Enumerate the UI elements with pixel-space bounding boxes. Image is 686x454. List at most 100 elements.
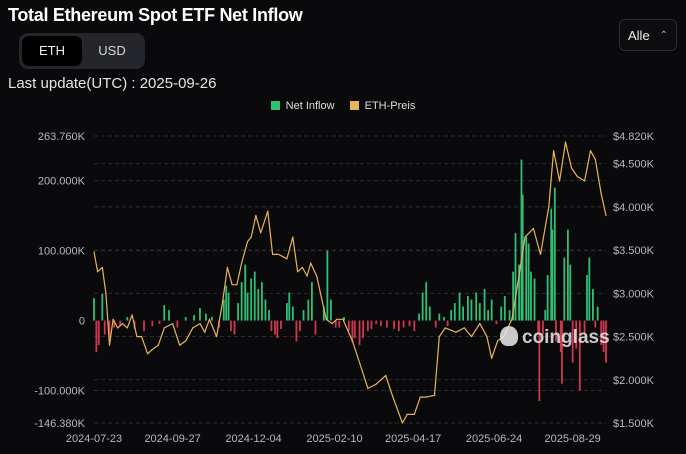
outflow-bar — [538, 320, 541, 402]
toggle-usd[interactable]: USD — [98, 43, 126, 58]
inflow-bar — [330, 299, 332, 321]
outflow-bar — [233, 320, 236, 335]
eth-price-point — [479, 322, 481, 325]
eth-price-point — [105, 292, 107, 294]
eth-price-point — [553, 150, 555, 152]
outflow-bar — [351, 320, 354, 342]
inflow-bar — [227, 292, 230, 321]
eth-price-point — [108, 344, 111, 346]
outflow-bar — [295, 320, 298, 342]
eth-price-point — [558, 180, 561, 182]
inflow-bar — [163, 305, 166, 321]
eth-price-point — [325, 318, 327, 320]
outflow-bar — [408, 320, 411, 327]
currency-toggle: ETH USD — [19, 33, 145, 69]
eth-price-point — [444, 327, 446, 329]
inflow-bar — [475, 292, 478, 321]
watermark-text: coinglass — [522, 327, 610, 348]
inflow-bar — [199, 307, 201, 321]
eth-price-point — [406, 413, 408, 415]
inflow-bar — [566, 229, 569, 321]
outflow-bar — [362, 320, 364, 339]
inflow-bar — [478, 303, 481, 321]
inflow-bar — [462, 306, 465, 321]
eth-price-point — [589, 150, 592, 152]
inflow-bar — [425, 282, 428, 321]
eth-price-point — [208, 318, 211, 320]
legend-eth-price[interactable]: ETH-Preis — [349, 100, 416, 112]
range-select[interactable]: Alle ⌃ — [619, 19, 677, 51]
outflow-bar — [583, 320, 586, 335]
outflow-bar — [280, 320, 282, 329]
inflow-bar — [184, 317, 187, 321]
outflow-bar — [353, 320, 356, 339]
outflow-bar — [366, 320, 369, 332]
inflow-bar — [503, 296, 506, 321]
inflow-bar — [483, 289, 486, 321]
eth-price-point — [247, 240, 249, 243]
x-tick-label: 2024-12-04 — [225, 433, 281, 445]
outflow-bar — [397, 320, 400, 332]
outflow-bar — [578, 320, 581, 391]
eth-price-point — [121, 322, 124, 325]
inflow-bar — [326, 250, 329, 321]
chart-legend: Net Inflow ETH-Preis — [0, 100, 686, 112]
eth-price-point — [260, 232, 262, 234]
y-left-tick-label: 200.000K — [38, 176, 86, 188]
inflow-bar — [508, 310, 511, 321]
inflow-bar — [302, 310, 305, 321]
eth-price-point — [413, 413, 415, 415]
outflow-bar — [402, 320, 405, 328]
x-tick-label: 2025-06-24 — [466, 433, 522, 445]
eth-price-point — [433, 394, 436, 396]
x-tick-label: 2025-08-29 — [545, 433, 601, 445]
outflow-bar — [413, 320, 416, 332]
page-title: Total Ethereum Spot ETF Net Inflow — [8, 5, 303, 25]
eth-price-point — [306, 275, 308, 277]
eth-price-point — [576, 176, 579, 178]
eth-price-line — [93, 141, 607, 424]
toggle-eth[interactable]: ETH — [22, 36, 82, 66]
inflow-bar — [450, 310, 453, 321]
inflow-bar — [512, 271, 515, 321]
eth-price-point — [301, 266, 303, 268]
eth-price-point — [375, 383, 377, 385]
eth-price-point — [101, 266, 103, 268]
inflow-bar — [490, 299, 493, 321]
inflow-bar — [240, 282, 243, 321]
inflow-bar — [521, 194, 524, 321]
inflow-bar — [101, 293, 104, 321]
eth-price-point — [272, 253, 274, 256]
eth-price-point — [486, 335, 488, 338]
inflow-bar — [237, 303, 239, 321]
inflow-bar — [586, 275, 588, 321]
eth-price-point — [539, 253, 542, 256]
outflow-bar — [97, 320, 100, 346]
eth-price-point — [401, 422, 403, 424]
x-tick-label: 2025-02-10 — [306, 433, 362, 445]
inflow-bar — [268, 310, 270, 321]
outflow-bar — [561, 320, 563, 384]
legend-net-inflow[interactable]: Net Inflow — [270, 100, 335, 112]
inflow-bar — [285, 303, 288, 321]
outflow-bar — [113, 320, 116, 328]
eth-price-point — [136, 335, 138, 338]
eth-price-point — [192, 327, 194, 329]
y-right-tick-label: $4.820K — [613, 131, 655, 143]
legend-label: Net Inflow — [285, 100, 335, 112]
outflow-bar — [594, 320, 597, 328]
eth-price-point — [179, 344, 181, 346]
outflow-bar — [358, 320, 361, 346]
last-update: Last update(UTC) : 2025-09-26 — [8, 75, 217, 92]
inflow-bar — [244, 264, 247, 321]
inflow-bar — [264, 299, 267, 321]
coinglass-watermark: coinglass — [500, 326, 610, 349]
inflow-bar — [246, 292, 249, 321]
outflow-bar — [555, 320, 557, 342]
y-right-tick-label: $3.000K — [613, 288, 655, 300]
eth-price-point — [491, 357, 493, 359]
outflow-bar — [370, 320, 373, 329]
outflow-bar — [338, 320, 341, 328]
legend-label: ETH-Preis — [364, 100, 416, 112]
y-left-tick-label: 0 — [79, 316, 85, 328]
